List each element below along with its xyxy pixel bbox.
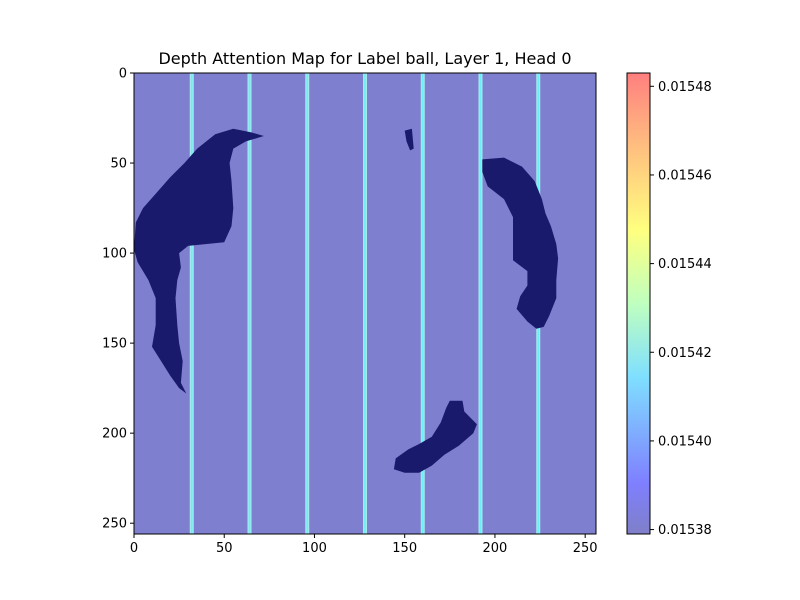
highlight-column-core [190, 73, 193, 534]
x-tick-label: 0 [130, 541, 138, 556]
colorbar: 0.01538 0.01540 0.01542 0.01544 0.01546 0.015… [626, 72, 712, 538]
highlight-columns [189, 73, 541, 534]
y-tick-label: 50 [110, 157, 127, 172]
y-axis: 0 50 100 150 200 250 [102, 67, 134, 532]
colorbar-gradient [627, 73, 650, 534]
x-tick-label: 100 [302, 541, 327, 556]
x-tick-label: 50 [216, 541, 233, 556]
y-tick-label: 100 [102, 247, 127, 262]
mask-regions [134, 128, 559, 473]
highlight-column-core [306, 73, 309, 534]
highlight-column-core [421, 73, 424, 534]
x-tick-label: 250 [573, 541, 598, 556]
colorbar-tick-label: 0.01542 [658, 346, 712, 361]
colorbar-frame [626, 72, 651, 535]
y-tick-label: 0 [119, 67, 127, 82]
highlight-column-core [364, 73, 366, 534]
colorbar-tick-label: 0.01546 [658, 168, 712, 183]
highlight-column-core [479, 73, 482, 534]
mask-left-blob [134, 128, 264, 394]
x-axis: 0 50 100 150 200 250 [130, 534, 598, 556]
y-tick-label: 250 [102, 517, 127, 532]
x-tick-label: 150 [392, 541, 417, 556]
chart-title: Depth Attention Map for Label ball, Laye… [158, 49, 571, 68]
mask-right-blob [482, 157, 559, 329]
mask-bottom-blob [393, 400, 477, 473]
colorbar-tick-label: 0.01544 [658, 257, 712, 272]
highlight-column-core [248, 73, 251, 534]
y-tick-label: 200 [102, 427, 127, 442]
colorbar-tick-label: 0.01540 [658, 434, 712, 449]
colorbar-tick-label: 0.01538 [658, 523, 712, 538]
plot-area [133, 72, 597, 535]
colorbar-tick-label: 0.01548 [658, 80, 712, 95]
mask-small-dot [404, 128, 414, 151]
y-tick-label: 150 [102, 337, 127, 352]
plot-frame [133, 72, 597, 535]
x-tick-label: 200 [483, 541, 508, 556]
colorbar-ticks: 0.01538 0.01540 0.01542 0.01544 0.01546 0.015… [650, 80, 712, 538]
